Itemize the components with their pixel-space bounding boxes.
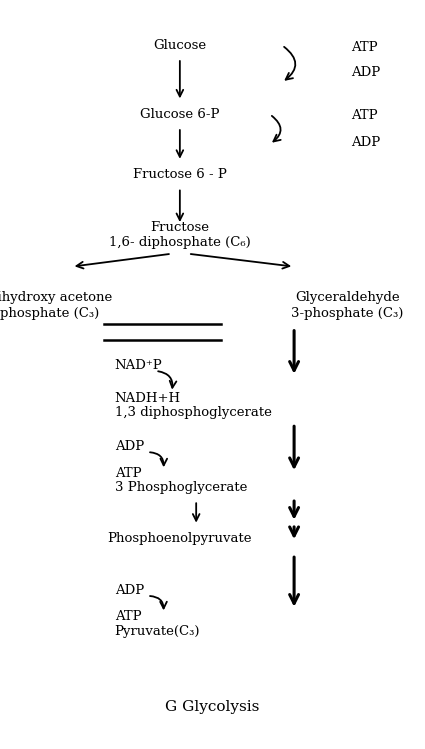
Text: NADH+H: NADH+H [115,392,181,404]
Text: ADP: ADP [351,136,380,150]
Text: Dihydroxy acetone: Dihydroxy acetone [0,291,112,304]
Text: ADP: ADP [351,66,380,79]
Text: Glyceraldehyde: Glyceraldehyde [295,291,400,304]
Text: NAD⁺P: NAD⁺P [115,359,162,372]
Text: 1,3 diphosphoglycerate: 1,3 diphosphoglycerate [115,406,272,419]
Text: ATP: ATP [351,41,378,54]
Text: 3 Phosphoglycerate: 3 Phosphoglycerate [115,481,247,494]
Text: 1,6- diphosphate (C₆): 1,6- diphosphate (C₆) [109,237,251,249]
Text: Fructose 6 - P: Fructose 6 - P [133,168,227,181]
Text: G Glycolysis: G Glycolysis [165,700,260,714]
Text: ATP: ATP [115,610,141,623]
Text: Glucose: Glucose [153,39,207,52]
Text: Pyruvate(C₃): Pyruvate(C₃) [115,625,200,637]
Text: ATP: ATP [351,109,378,122]
Text: 3-phosphate (C₃): 3-phosphate (C₃) [291,307,403,320]
Text: ADP: ADP [115,583,144,597]
Text: ADP: ADP [115,440,144,453]
Text: Fructose: Fructose [150,221,210,234]
Text: Glucose 6-P: Glucose 6-P [140,108,220,121]
Text: Phosphoenolpyruvate: Phosphoenolpyruvate [108,532,252,545]
Text: phosphate (C₃): phosphate (C₃) [0,307,99,320]
Text: ATP: ATP [115,467,141,480]
